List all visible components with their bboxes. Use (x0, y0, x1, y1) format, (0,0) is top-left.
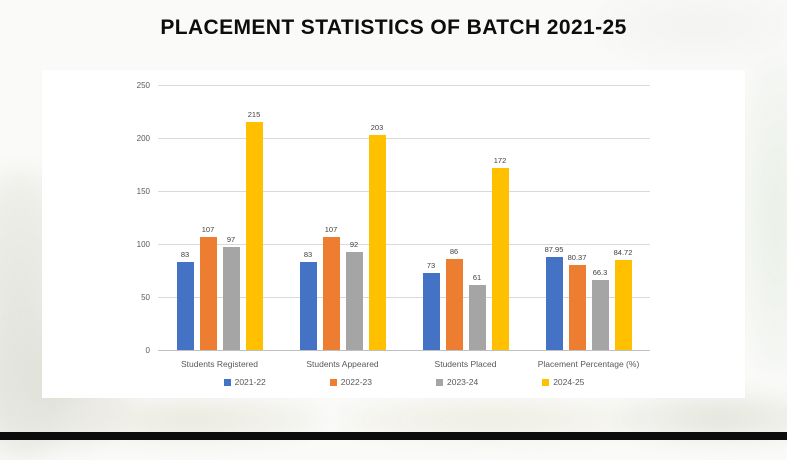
legend-label: 2022-23 (340, 377, 372, 387)
y-axis-tick-label: 0 (145, 345, 150, 355)
y-axis-tick-label: 100 (136, 239, 150, 249)
y-axis-tick-label: 50 (141, 292, 150, 302)
bar (568, 264, 586, 350)
bar-value-label: 73 (426, 260, 436, 270)
bar (445, 258, 463, 350)
bar-value-label: 84.72 (613, 248, 633, 258)
page-title: PLACEMENT STATISTICS OF BATCH 2021-25 (160, 16, 627, 39)
bottom-black-strip (0, 432, 787, 440)
bar-value-label: 203 (370, 122, 384, 132)
bar (345, 252, 363, 350)
background-photo-blur (742, 60, 787, 370)
bar-value-label: 83 (303, 250, 313, 260)
bar-value-label: 83 (180, 250, 190, 260)
bar (176, 262, 194, 350)
gridline (158, 138, 650, 139)
legend-swatch (436, 378, 443, 386)
legend-label: 2024-25 (553, 377, 585, 387)
bar-value-label: 92 (349, 240, 359, 250)
bar (545, 256, 563, 350)
chart-card: 0 50 100 150 200 250 83 107 97 215 Students Regist… (42, 70, 745, 398)
gridline (158, 85, 650, 86)
bar (468, 285, 486, 350)
bar-value-label: 97 (226, 235, 236, 245)
background-photo-blur (600, 0, 787, 60)
bar-value-label: 87.95 (544, 244, 564, 254)
x-axis-category-label: Placement Percentage (%) (537, 359, 640, 369)
legend-label: 2023-24 (447, 377, 479, 387)
gridline (158, 244, 650, 245)
x-axis-category-label: Students Registered (180, 359, 259, 369)
legend-item: 2022-23 (329, 377, 372, 387)
legend-swatch (329, 378, 337, 386)
legend-item: 2021-22 (223, 377, 266, 387)
bar-value-label: 215 (247, 110, 261, 120)
y-axis-tick-label: 250 (136, 80, 150, 90)
legend-item: 2024-25 (542, 377, 584, 387)
legend-item: 2023-24 (436, 377, 478, 387)
legend-swatch (542, 378, 550, 386)
bar (368, 134, 386, 350)
y-axis-tick-label: 200 (136, 133, 150, 143)
bar-value-label: 66.3 (592, 267, 608, 277)
bar-value-label: 86 (449, 246, 459, 256)
bar-value-label: 107 (201, 224, 215, 234)
x-axis-line (158, 350, 650, 351)
bar (422, 272, 440, 350)
bar-chart: 0 50 100 150 200 250 83 107 97 215 Students Regist… (42, 70, 745, 398)
bar-value-label: 107 (324, 224, 338, 234)
bar (299, 262, 317, 350)
bar (591, 279, 609, 350)
bar (614, 260, 632, 350)
gridline (158, 297, 650, 298)
gridline (158, 191, 650, 192)
bar-value-label: 61 (472, 273, 482, 283)
y-axis-tick-label: 150 (136, 186, 150, 196)
bar (222, 247, 240, 350)
x-axis-category-label: Students Placed (434, 359, 497, 369)
bar (491, 167, 509, 350)
legend: 2021-22 2022-23 2023-24 2024-25 (158, 377, 650, 387)
bar (245, 122, 263, 350)
legend-swatch (223, 378, 231, 386)
bar (322, 236, 340, 350)
bar-value-label: 172 (493, 155, 507, 165)
legend-label: 2021-22 (234, 377, 266, 387)
x-axis-category-label: Students Appeared (306, 359, 379, 369)
bar-value-label: 80.37 (567, 252, 587, 262)
bar (199, 236, 217, 350)
